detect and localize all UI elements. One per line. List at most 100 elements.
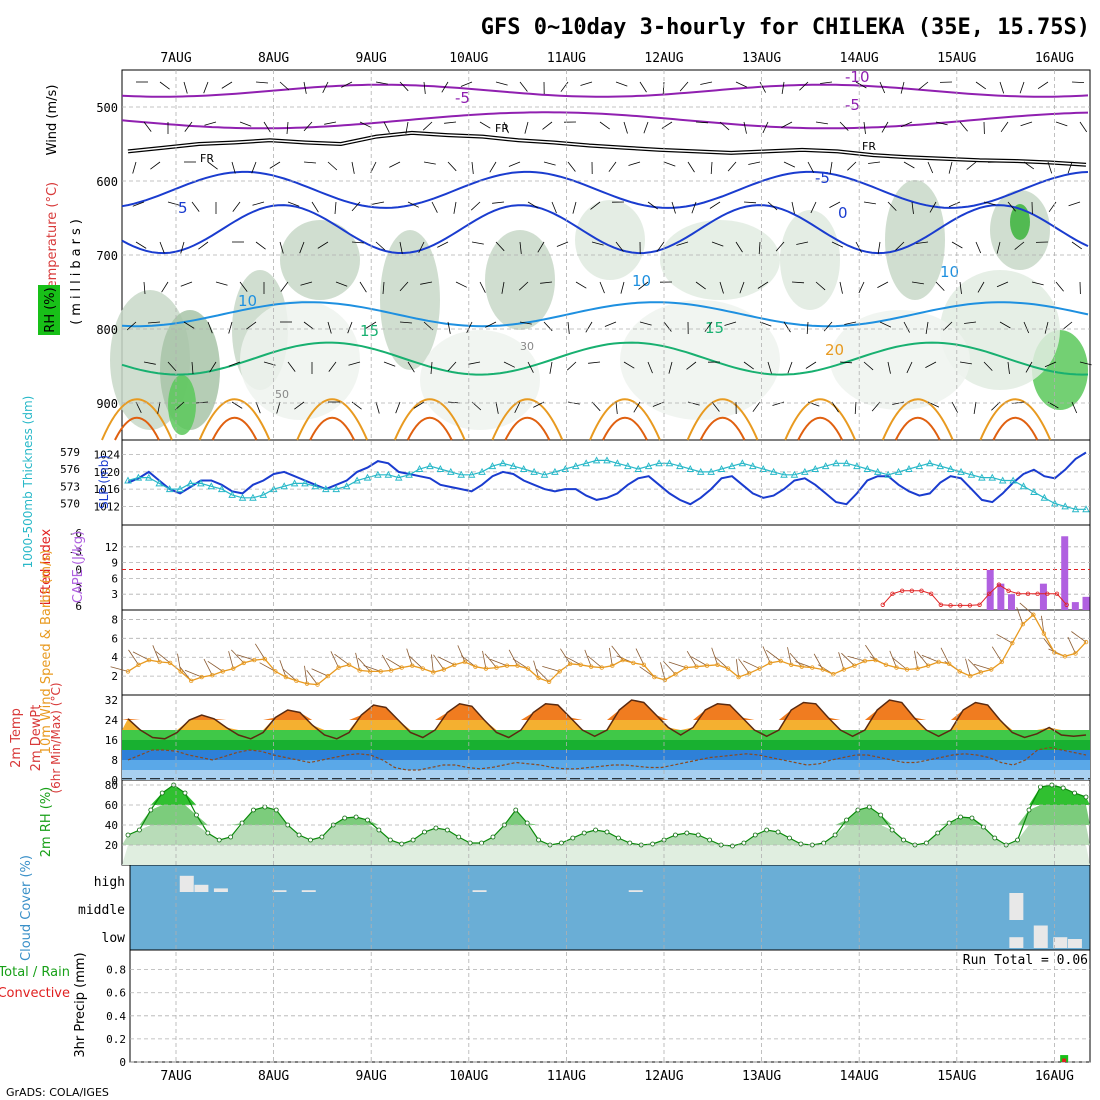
thickness-point (561, 465, 570, 472)
wind-speed-point (725, 666, 731, 671)
wind-barb-10m (433, 654, 445, 670)
wind-speed-point (1031, 612, 1036, 617)
rh-point (479, 840, 484, 846)
thickness-point (342, 482, 351, 490)
thickness-point (592, 456, 601, 464)
wind-barb (772, 401, 785, 406)
warm-contour (589, 398, 661, 441)
wind-speed-point (525, 666, 531, 671)
wind-barb (351, 161, 355, 174)
wind-barb (420, 281, 433, 285)
rh-point (684, 830, 690, 836)
wind-barb-10m (132, 651, 150, 661)
wind-barb (518, 281, 529, 291)
thickness-point (374, 470, 382, 478)
wind-barb (399, 241, 403, 254)
warm-contour (406, 417, 453, 441)
y-tick-li: 0 (75, 564, 82, 577)
wind-speed-point (210, 672, 215, 678)
wind-barb (829, 201, 841, 208)
wind-barb-10m (311, 668, 329, 677)
wind-barb (1047, 161, 1053, 174)
wind-barb (280, 281, 289, 292)
panel-frame-wind (121, 609, 1091, 696)
wind-speed-point (483, 666, 489, 671)
wind-barb-10m (660, 662, 666, 680)
wind-speed-point (925, 663, 931, 668)
y-tick-wind: 6 (111, 632, 118, 645)
rh-point (524, 820, 530, 826)
rh-point (707, 837, 713, 843)
wind-barb (255, 401, 261, 414)
wind-barb (161, 281, 169, 293)
rh-point (992, 835, 998, 841)
wind-barb (711, 241, 724, 247)
wind-barb (1048, 201, 1057, 213)
cloud-bar-high (213, 888, 228, 892)
wind-barb-10m (334, 653, 350, 666)
rh-shade-10 (885, 180, 945, 300)
wind-barb-10m (609, 647, 613, 666)
wind-barb (572, 201, 577, 214)
wind-barb-10m (438, 656, 455, 666)
rh-band-0 (122, 845, 1090, 865)
warm-contour (979, 398, 1052, 441)
wind-barb (787, 361, 793, 374)
warm-contour (309, 417, 356, 441)
rh-point (387, 837, 393, 843)
wind-barb (951, 401, 958, 413)
wind-speed-point (241, 660, 247, 666)
wind-barb-10m (1067, 636, 1076, 654)
y-tick-rh: 60 (105, 799, 118, 812)
wind-barb-10m (177, 653, 182, 672)
wind-speed-point (683, 665, 689, 670)
run-total: Run Total = 0.06 (963, 953, 1088, 968)
wind-barb (575, 281, 587, 289)
y-tick-li: 6 (75, 600, 82, 613)
wind-barb (863, 121, 866, 134)
wind-barb (1007, 201, 1016, 212)
wind-barb (351, 241, 365, 244)
wind-speed-point (336, 665, 341, 670)
thickness-point (322, 485, 330, 493)
wind-barb (966, 161, 977, 170)
wind-barb (975, 81, 987, 90)
wind-barb (255, 241, 266, 250)
wind-barb (174, 401, 185, 411)
wind-barb (623, 121, 628, 134)
rh-point (308, 837, 313, 843)
thickness-point (228, 490, 236, 498)
temp-band-0 (122, 770, 1090, 780)
cloud-bar-middle (1009, 893, 1024, 920)
wind-barb-10m (635, 648, 645, 665)
dewpt-label: 2m DewPt (29, 705, 44, 772)
wind-barb-10m (184, 669, 202, 678)
thickness-point (1009, 476, 1017, 484)
wind-barb (209, 361, 217, 373)
wind-barb (599, 121, 610, 130)
x-tick-top: 13AUG (742, 51, 781, 66)
wind-barb (735, 241, 743, 253)
wind-barb (503, 361, 515, 368)
wind-barb (935, 281, 945, 291)
x-tick-bottom: 9AUG (356, 1069, 387, 1084)
rh-point (775, 829, 781, 835)
wind-barb (1079, 121, 1088, 133)
cloud-level-middle: middle (78, 903, 125, 918)
wind-speed-point (831, 672, 836, 677)
x-tick-top: 16AUG (1035, 51, 1074, 66)
wind-barb (348, 361, 361, 366)
rh-point (148, 807, 154, 813)
rh-point (422, 829, 427, 835)
li-point (996, 582, 1002, 587)
wind-barb (687, 161, 695, 173)
wind-speed-point (157, 659, 162, 665)
rh-point (376, 827, 382, 833)
wind-barb-10m (512, 658, 529, 669)
rh-point (456, 834, 462, 840)
warm-contour (894, 417, 941, 441)
wind-barb (159, 81, 170, 90)
wind-barb (514, 401, 521, 413)
lifted-index-line (882, 584, 1067, 606)
